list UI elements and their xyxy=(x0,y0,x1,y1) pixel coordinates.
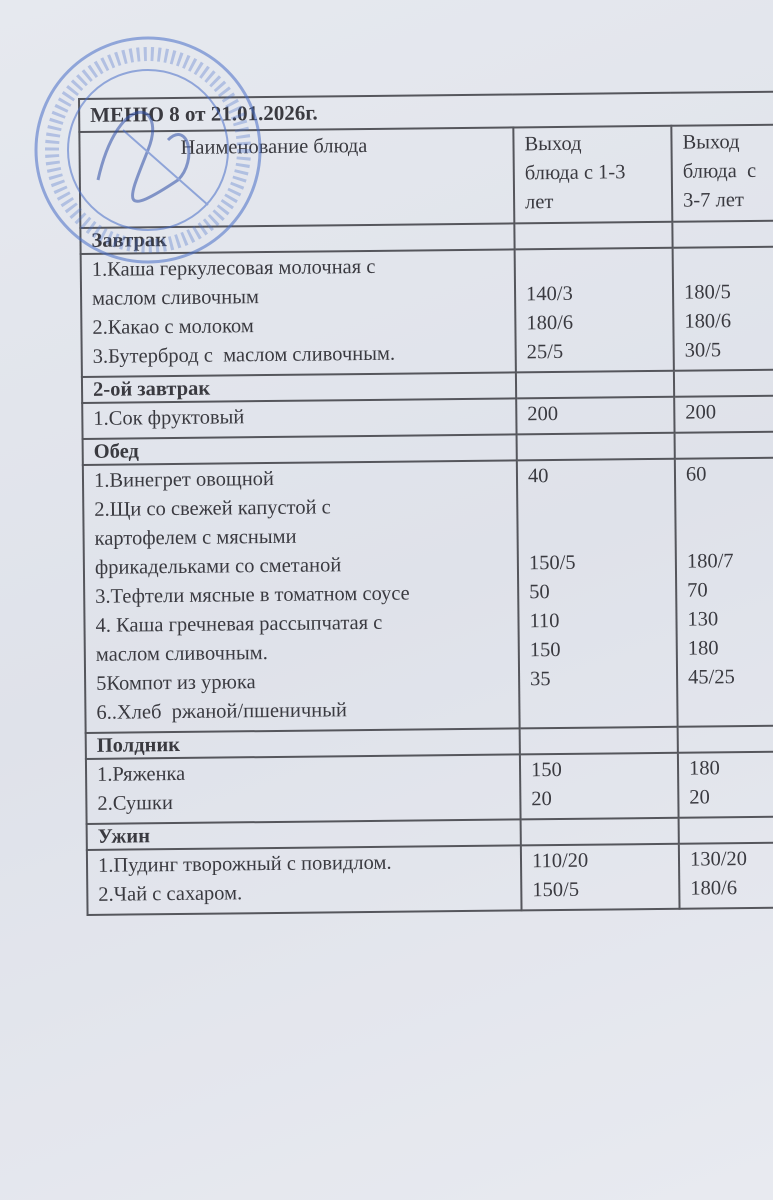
dish-line: маслом сливочным xyxy=(91,286,260,310)
dish-names-cell: 1.Винегрет овощной 2.Щи со свежей капусто… xyxy=(82,460,520,733)
portion-value: 70 xyxy=(687,579,708,602)
header-line: блюда с xyxy=(682,159,757,183)
header-row: Наименование блюда Выход блюда с 1-3 лет В… xyxy=(79,124,773,228)
dish-line: 1.Винегрет овощной xyxy=(93,467,275,492)
items-row: 1.Ряженка 2.Сушки 150 20 180 20 xyxy=(85,750,773,824)
portion-value: 25/5 xyxy=(526,340,564,364)
dish-line: 2.Щи со свежей капустой с xyxy=(94,496,331,521)
header-line: лет xyxy=(525,191,554,214)
menu-document: МЕНЮ 8 от 21.01.2026г. Наименование блюд… xyxy=(78,90,773,916)
portion-value xyxy=(530,693,676,724)
portion-value: 30/5 xyxy=(684,339,722,362)
portion-cell: 40 150/5 50 110 150 35 xyxy=(516,458,678,729)
portion-value: 150 xyxy=(529,638,561,662)
portion-value: 180/6 xyxy=(684,310,732,333)
portion-cell: 180/5 180/6 30/5 xyxy=(672,246,773,371)
empty-cell xyxy=(674,431,773,459)
portion-value xyxy=(684,248,773,279)
portion-value xyxy=(686,517,773,548)
portion-value: 150/5 xyxy=(528,551,576,575)
portion-cell: 130/20 180/6 xyxy=(678,841,773,909)
dish-line: 3.Тефтели мясные в томатном соусе xyxy=(95,582,410,608)
header-line: Выход xyxy=(682,131,740,154)
portion-value: 20 xyxy=(689,786,710,809)
portion-value: 140/3 xyxy=(525,282,573,306)
portion-value: 200 xyxy=(685,401,717,424)
dish-line: 2.Сушки xyxy=(97,792,174,815)
empty-cell xyxy=(516,432,675,461)
empty-cell xyxy=(673,369,773,397)
portion-value: 110/20 xyxy=(531,849,589,873)
portion-value: 200 xyxy=(527,402,559,426)
portion-value: 35 xyxy=(529,668,551,691)
empty-cell xyxy=(514,221,673,250)
empty-cell xyxy=(520,817,679,846)
dish-line: 2.Чай с сахаром. xyxy=(98,882,243,906)
dish-line: 6..Хлеб ржаной/пшеничный xyxy=(96,699,348,724)
portion-value xyxy=(528,519,674,550)
header-line: Выход xyxy=(524,132,582,156)
menu-table: МЕНЮ 8 от 21.01.2026г. Наименование блюд… xyxy=(78,90,773,916)
portion-value: 180 xyxy=(687,637,719,660)
portion-value xyxy=(688,691,773,722)
portion-value: 60 xyxy=(685,463,707,486)
items-row: 1.Каша геркулесовая молочная с маслом сли… xyxy=(80,246,773,377)
items-row: 1.Пудинг творожный с повидлом. 2.Чай с са… xyxy=(86,841,773,915)
portion-value xyxy=(526,250,672,281)
portion-value: 150/5 xyxy=(532,878,580,902)
portion-value xyxy=(686,488,773,519)
portion-cell: 200 xyxy=(516,396,675,435)
portion-cell: 110/20 150/5 xyxy=(520,843,680,911)
dish-line: 3.Бутерброд с маслом сливочным. xyxy=(92,342,396,368)
empty-cell xyxy=(677,724,773,753)
portion-cell: 200 xyxy=(674,395,773,433)
portion-value: 20 xyxy=(531,788,552,811)
dish-names-cell: 1.Ряженка 2.Сушки xyxy=(85,754,521,824)
dish-names-cell: 1.Каша геркулесовая молочная с маслом сли… xyxy=(80,249,516,377)
portion-cell: 140/3 180/6 25/5 xyxy=(514,247,674,373)
dish-line: картофелем с мясными xyxy=(94,525,297,550)
portion-value: 180/6 xyxy=(690,877,738,900)
portion-value: 110 xyxy=(529,609,560,633)
portion-value: 180/6 xyxy=(526,311,574,335)
portion-value: 45/25 xyxy=(687,666,735,689)
dish-line: 2.Какао с молоком xyxy=(92,315,254,339)
dish-line: фрикадельками со сметаной xyxy=(94,554,342,579)
dish-line: 1.Пудинг творожный с повидлом. xyxy=(97,851,392,877)
empty-cell xyxy=(515,370,675,399)
dish-names-cell: 1.Сок фруктовый xyxy=(82,398,517,439)
header-dish-name: Наименование блюда xyxy=(79,127,515,228)
portion-value: 180/5 xyxy=(683,281,731,304)
empty-cell xyxy=(678,815,773,844)
empty-cell xyxy=(672,220,773,248)
portion-value: 50 xyxy=(529,581,550,604)
dish-line: 1.Сок фруктовый xyxy=(93,406,245,430)
dish-line: маслом сливочным. xyxy=(95,642,268,666)
portion-cell: 150 20 xyxy=(519,752,679,820)
portion-cell: 180 20 xyxy=(677,750,773,818)
portion-value: 130 xyxy=(687,608,719,631)
portion-value: 150 xyxy=(530,758,562,782)
portion-value xyxy=(528,490,674,521)
dish-line: 4. Каша гречневая рассыпчатая с xyxy=(95,611,383,637)
dish-line: 5Компот из урюка xyxy=(96,671,256,695)
dish-line: 1.Каша геркулесовая молочная с xyxy=(91,255,376,281)
portion-value: 180 xyxy=(688,757,720,780)
empty-cell xyxy=(519,726,678,755)
dish-names-cell: 1.Пудинг творожный с повидлом. 2.Чай с са… xyxy=(86,845,522,915)
header-line: блюда с 1-3 xyxy=(524,161,626,185)
dish-line: 1.Ряженка xyxy=(96,762,186,786)
portion-cell: 60 180/7 70 130 180 45/25 xyxy=(674,457,773,727)
header-age-3-7: Выход блюда с 3-7 лет xyxy=(671,124,773,222)
portion-value: 180/7 xyxy=(686,550,734,573)
portion-value: 130/20 xyxy=(689,848,748,871)
header-line: 3-7 лет xyxy=(682,189,744,212)
items-row: 1.Винегрет овощной 2.Щи со свежей капусто… xyxy=(82,457,773,733)
portion-value: 40 xyxy=(527,465,549,488)
header-age-1-3: Выход блюда с 1-3 лет xyxy=(513,125,673,224)
